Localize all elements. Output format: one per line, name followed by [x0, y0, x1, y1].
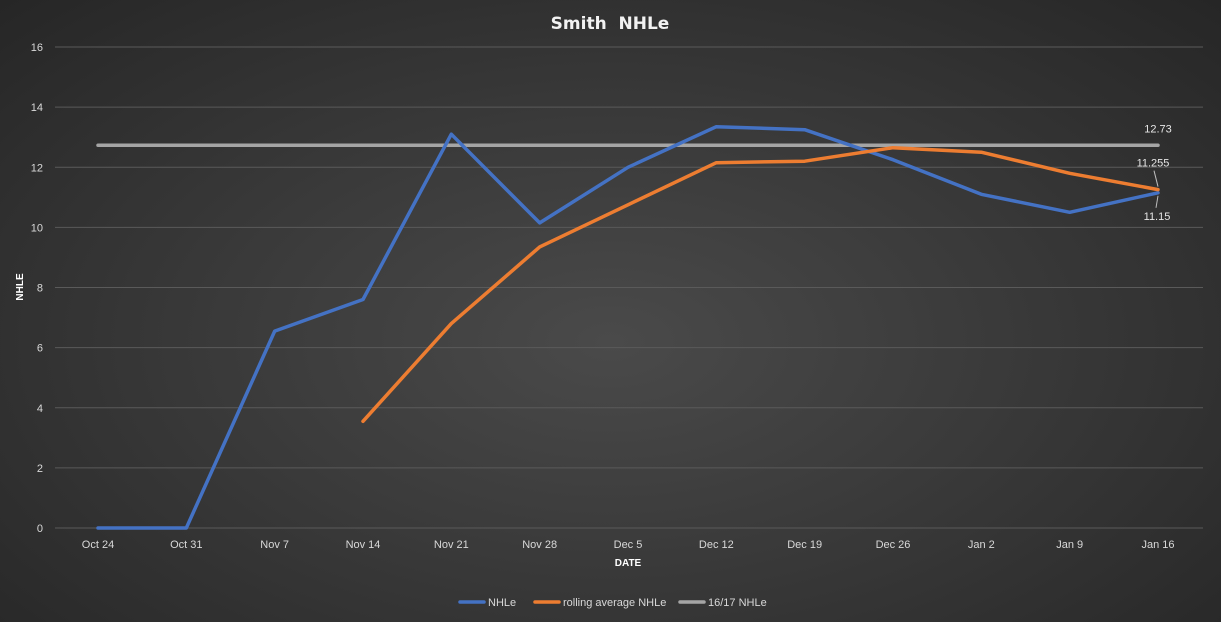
- x-tick-label: Dec 12: [699, 539, 734, 551]
- chart-title: Smith NHLe: [551, 14, 670, 34]
- data-label: 11.255: [1137, 158, 1170, 170]
- x-tick-labels: Oct 24 Oct 31 Nov 7 Nov 14 Nov 21 Nov 28 Dec 5…: [82, 539, 1175, 551]
- x-tick-label: Nov 7: [260, 539, 289, 551]
- x-tick-label: Jan 2: [968, 539, 995, 551]
- y-tick-label: 16: [31, 42, 43, 54]
- legend-label: 16/17 NHLe: [708, 597, 767, 609]
- x-tick-label: Nov 14: [346, 539, 381, 551]
- y-tick-label: 12: [31, 162, 43, 174]
- y-tick-label: 8: [37, 283, 43, 295]
- x-tick-label: Jan 9: [1056, 539, 1083, 551]
- x-tick-label: Oct 24: [82, 539, 114, 551]
- series-line-1: [361, 145, 1160, 424]
- x-tick-label: Dec 19: [787, 539, 822, 551]
- legend-label: NHLe: [488, 597, 516, 609]
- y-tick-label: 10: [31, 222, 43, 234]
- y-tick-label: 14: [31, 102, 43, 114]
- leader-line: [1155, 195, 1159, 208]
- x-tick-label: Nov 21: [434, 539, 469, 551]
- y-axis-label: NHLE: [15, 273, 26, 301]
- data-label: 12.73: [1144, 123, 1172, 135]
- x-tick-label: Jan 16: [1141, 539, 1174, 551]
- x-axis-label: DATE: [615, 558, 642, 569]
- y-tick-label: 6: [37, 343, 43, 355]
- legend-label: rolling average NHLe: [563, 597, 666, 609]
- data-label: 11.15: [1144, 211, 1171, 223]
- data-labels: 12.73 11.255 11.15: [1137, 123, 1172, 222]
- series-lines: [96, 124, 1160, 530]
- x-tick-label: Oct 31: [170, 539, 202, 551]
- x-tick-label: Dec 26: [876, 539, 911, 551]
- y-tick-label: 0: [37, 523, 43, 535]
- x-tick-label: Dec 5: [614, 539, 643, 551]
- leader-line: [1153, 170, 1159, 187]
- y-tick-labels: 0 2 4 6 8 10 12 14 16: [31, 42, 43, 535]
- legend: NHLe rolling average NHLe 16/17 NHLe: [458, 597, 767, 609]
- grid-lines: [55, 46, 1203, 529]
- y-tick-label: 4: [37, 403, 43, 415]
- x-tick-label: Nov 28: [522, 539, 557, 551]
- y-tick-label: 2: [37, 463, 43, 475]
